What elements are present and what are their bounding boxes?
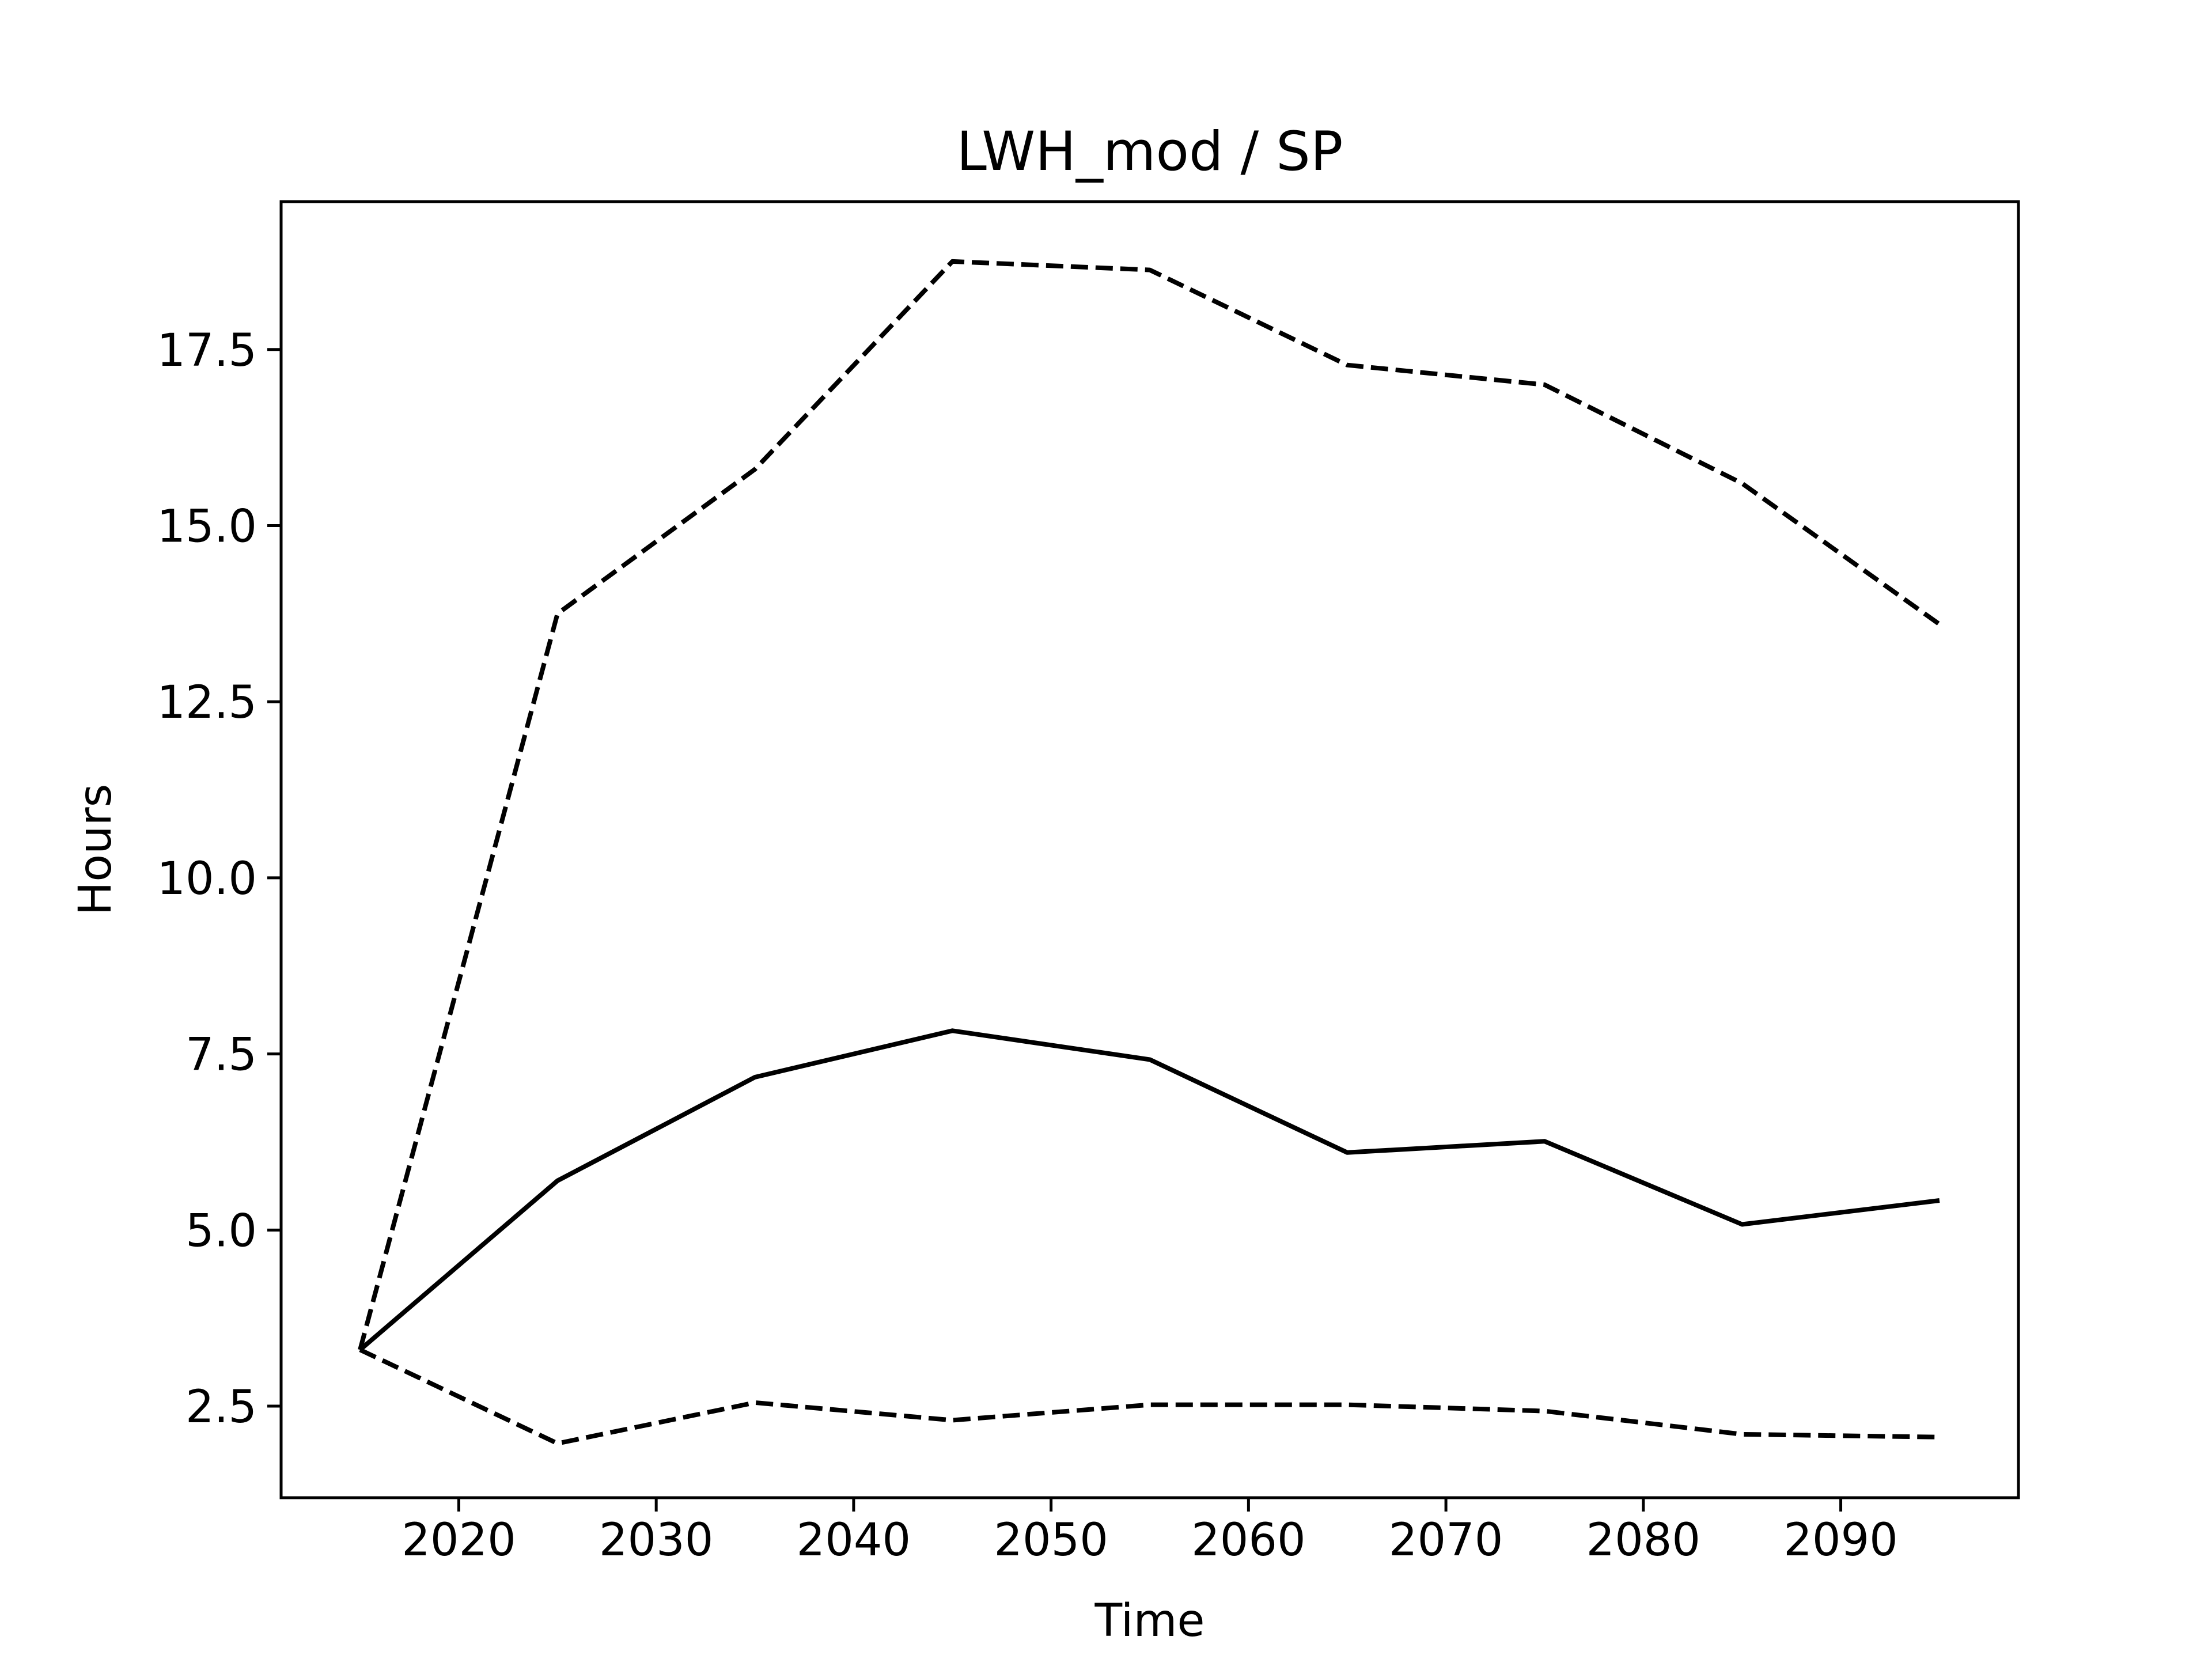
x-axis: 2020 2030 2040 2050 2060 2070 2080 2090 [402, 1498, 1898, 1566]
x-tick-label: 2030 [599, 1514, 714, 1566]
y-tick-label: 17.5 [157, 325, 257, 377]
x-axis-title: Time [1094, 1595, 1205, 1647]
y-axis-title: Hours [70, 784, 122, 916]
series-line-2 [358, 259, 1941, 1351]
y-tick-label: 5.0 [185, 1205, 257, 1257]
y-tick-label: 15.0 [157, 501, 257, 553]
x-tick-label: 2080 [1586, 1514, 1701, 1566]
series-line-3 [359, 1347, 1940, 1446]
x-tick-label: 2090 [1783, 1514, 1898, 1566]
x-tick-label: 2020 [402, 1514, 516, 1566]
y-tick-label: 2.5 [185, 1381, 257, 1433]
series-line-1 [358, 1028, 1940, 1352]
series-layer [358, 259, 1941, 1446]
plot-frame [279, 200, 2020, 1499]
x-tick-label: 2050 [994, 1514, 1108, 1566]
y-axis: 2.5 5.0 7.5 10.0 12.5 15.0 17.5 [157, 325, 281, 1433]
y-tick-label: 7.5 [185, 1029, 257, 1081]
x-tick-label: 2070 [1389, 1514, 1503, 1566]
x-tick-label: 2040 [797, 1514, 911, 1566]
y-tick-label: 10.0 [157, 853, 257, 905]
chart-title: LWH_mod / SP [957, 120, 1343, 183]
y-tick-label: 12.5 [157, 677, 257, 729]
x-tick-label: 2060 [1191, 1514, 1306, 1566]
